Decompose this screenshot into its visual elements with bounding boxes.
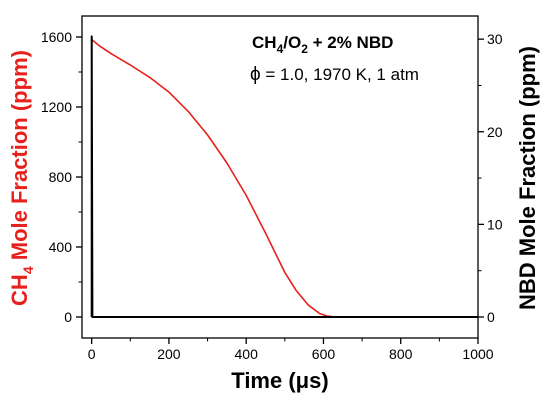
anno-o-sub: 2	[301, 42, 308, 56]
y-left-tick-label: 1600	[41, 29, 72, 45]
y-left-title-prefix: CH	[7, 274, 32, 306]
anno-phi: ϕ	[250, 64, 261, 85]
y-left-tick-label: 1200	[41, 99, 72, 115]
annotation-mixture: CH4/O2 + 2% NBD	[252, 33, 393, 56]
x-tick-label: 800	[389, 346, 413, 362]
y-right-tick-label: 30	[487, 31, 503, 47]
y-right-axis-ticks: 0 10 20 30	[478, 31, 503, 325]
y-left-tick-label: 0	[64, 309, 72, 325]
y-right-tick-label: 10	[487, 216, 503, 232]
x-tick-label: 600	[312, 346, 336, 362]
nbd-series-line	[90, 35, 478, 318]
anno-o: /O	[283, 33, 301, 52]
y-left-title-suffix: Mole Fraction (ppm)	[7, 50, 32, 266]
x-tick-label: 1000	[462, 346, 493, 362]
x-tick-label: 200	[157, 346, 181, 362]
y-right-axis-title: NBD Mole Fraction (ppm)	[515, 46, 540, 310]
y-left-tick-label: 400	[49, 239, 73, 255]
x-tick-label: 400	[235, 346, 259, 362]
anno-conditions-text: = 1.0, 1970 K, 1 atm	[261, 65, 419, 84]
series-layer	[90, 35, 478, 318]
y-left-tick-label: 800	[49, 169, 73, 185]
y-left-title-sub: 4	[20, 266, 36, 274]
anno-nbd: + 2% NBD	[308, 33, 394, 52]
y-left-axis-title: CH4 Mole Fraction (ppm)	[7, 50, 36, 306]
anno-ch: CH	[252, 33, 277, 52]
annotation-conditions: ϕ = 1.0, 1970 K, 1 atm	[250, 64, 419, 85]
y-left-axis-ticks: 0 400 800 1200 1600	[41, 29, 82, 325]
y-right-tick-label: 20	[487, 124, 503, 140]
anno-ch-sub: 4	[277, 42, 284, 56]
x-axis-title: Time (μs)	[231, 368, 328, 393]
x-axis-ticks: 0 200 400 600 800 1000	[88, 338, 494, 362]
y-right-tick-label: 0	[487, 309, 495, 325]
x-tick-label: 0	[88, 346, 96, 362]
